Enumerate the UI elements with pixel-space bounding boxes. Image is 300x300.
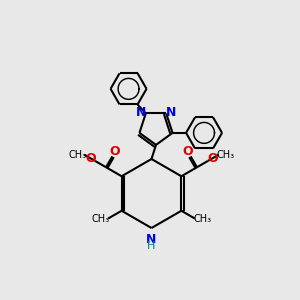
Text: O: O bbox=[207, 152, 217, 165]
Text: CH₃: CH₃ bbox=[92, 214, 110, 224]
Text: O: O bbox=[183, 146, 194, 158]
Text: CH₃: CH₃ bbox=[193, 214, 211, 224]
Text: N: N bbox=[136, 106, 146, 119]
Text: H: H bbox=[147, 241, 156, 250]
Text: N: N bbox=[146, 233, 157, 246]
Text: N: N bbox=[166, 106, 176, 119]
Text: O: O bbox=[110, 146, 120, 158]
Text: CH₃: CH₃ bbox=[68, 150, 86, 160]
Text: O: O bbox=[85, 152, 96, 165]
Text: CH₃: CH₃ bbox=[217, 150, 235, 160]
